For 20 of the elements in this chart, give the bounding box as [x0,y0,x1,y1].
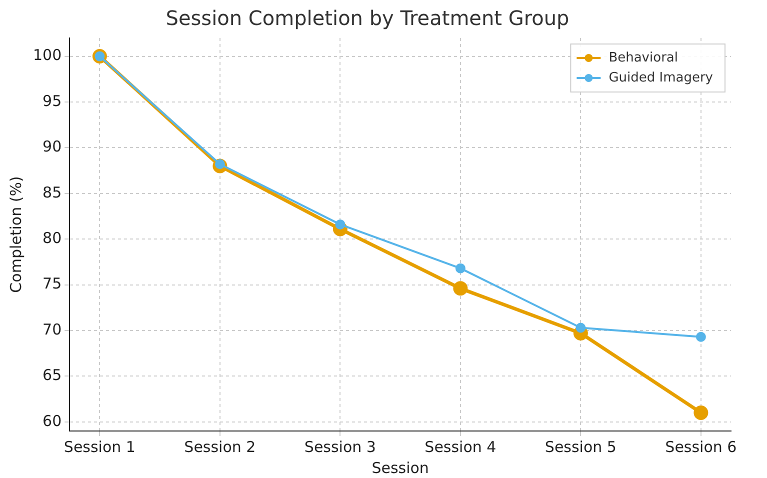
x-tick-label: Session 4 [424,438,496,456]
y-tick-label: 60 [42,412,62,430]
y-tick-label: 80 [42,228,62,247]
y-axis-title: Completion (%) [6,176,25,293]
y-tick-label: 70 [42,320,62,338]
y-tick-label: 85 [42,183,62,202]
chart-title: Session Completion by Treatment Group [166,6,570,30]
y-tick-label: 75 [42,274,62,293]
legend-label: Behavioral [608,50,678,66]
y-tick-label: 100 [32,46,62,64]
y-tick-label: 90 [42,138,62,156]
y-tick-label: 95 [42,92,62,110]
y-tick-label: 65 [42,366,62,384]
x-tick-label: Session 3 [304,438,376,456]
x-axis-title: Session [372,458,429,477]
legend-label: Guided Imagery [608,70,714,86]
x-tick-label: Session 5 [544,438,616,456]
x-tick-label: Session 1 [64,438,136,456]
x-tick-label: Session 2 [184,438,256,456]
x-tick-label: Session 6 [665,438,737,456]
